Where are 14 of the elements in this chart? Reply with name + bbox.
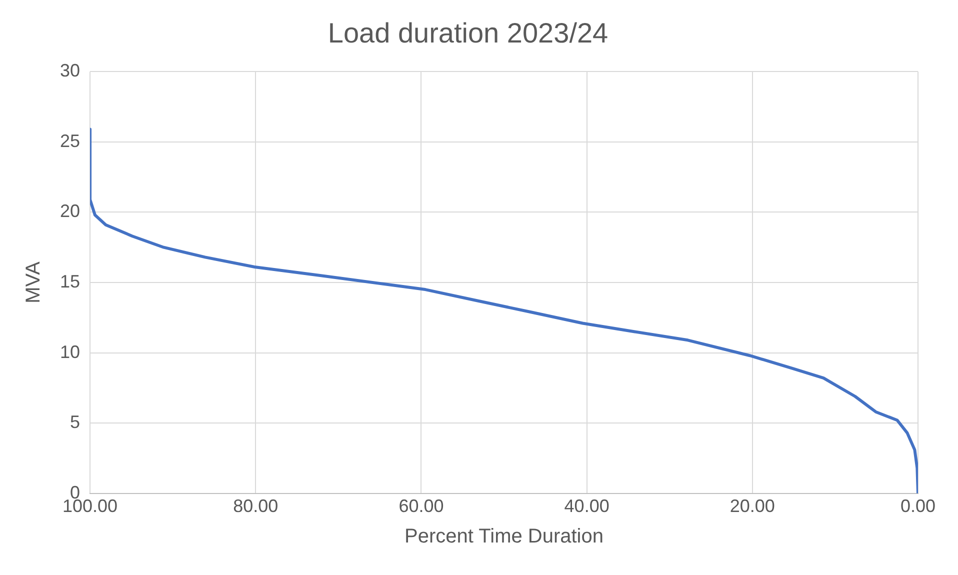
x-tick-label: 60.00	[398, 496, 444, 516]
y-tick-label: 10	[60, 342, 80, 362]
y-tick-label: 15	[60, 271, 80, 292]
x-tick-label: 20.00	[730, 496, 775, 516]
y-tick-label: 20	[60, 201, 80, 222]
y-tick-label: 5	[70, 412, 80, 432]
y-tick-label: 25	[60, 130, 80, 151]
x-axis-title: Percent Time Duration	[404, 526, 604, 548]
x-tick-label: 80.00	[233, 496, 278, 516]
y-tick-label: 30	[60, 60, 80, 81]
x-tick-label: 40.00	[564, 496, 610, 516]
chart-title: Load duration 2023/24	[328, 18, 608, 49]
x-tick-label: 0.00	[900, 496, 936, 516]
y-axis-title: MVA	[22, 260, 45, 304]
